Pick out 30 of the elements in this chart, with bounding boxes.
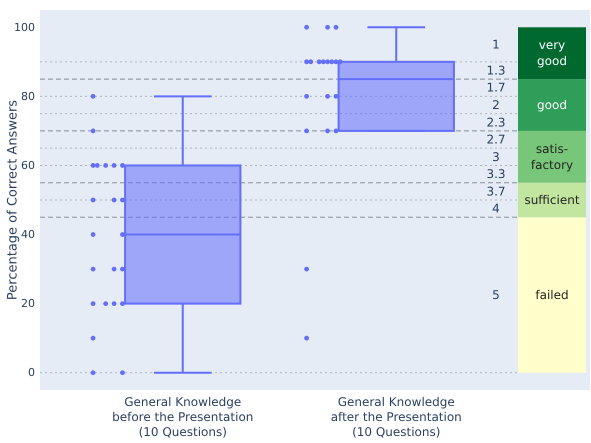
annotation: 3.7 <box>486 184 506 198</box>
annotation: 2.7 <box>486 132 506 147</box>
series-label: satis- factory <box>530 142 574 172</box>
y-tick-label: 20 <box>21 297 35 310</box>
annotation: 5 <box>492 288 500 302</box>
bar <box>518 79 586 131</box>
y-tick-label: 40 <box>21 228 35 242</box>
annotation: 1.3 <box>486 63 506 78</box>
bar <box>518 217 586 373</box>
annotation: 1.7 <box>486 80 506 95</box>
annotation: 1 <box>492 38 500 52</box>
bar <box>518 130 586 183</box>
series-label: very good <box>537 38 567 68</box>
series-label: sufficient <box>524 193 580 207</box>
annotation: 3.3 <box>486 167 506 182</box>
series-label: good <box>537 98 567 112</box>
y-tick-label: 0 <box>28 366 35 380</box>
annotation: 4 <box>492 202 500 216</box>
bar <box>518 27 586 80</box>
y-axis-title: Percentage of Correct Answers <box>6 100 20 300</box>
bar <box>518 182 586 218</box>
x-tick-label: General Knowledge before the Presentation (10 Questions) <box>112 395 254 439</box>
annotation: 2 <box>492 98 500 112</box>
y-tick-label: 100 <box>14 20 35 34</box>
y-tick-label: 60 <box>21 158 35 172</box>
annotation: 3 <box>492 150 500 164</box>
y-tick-label: 80 <box>21 90 35 103</box>
annotation: 2.3 <box>486 115 506 130</box>
x-tick-label: General Knowledge after the Presentation (10 Questions) <box>330 395 462 439</box>
series-label: failed <box>535 288 569 302</box>
